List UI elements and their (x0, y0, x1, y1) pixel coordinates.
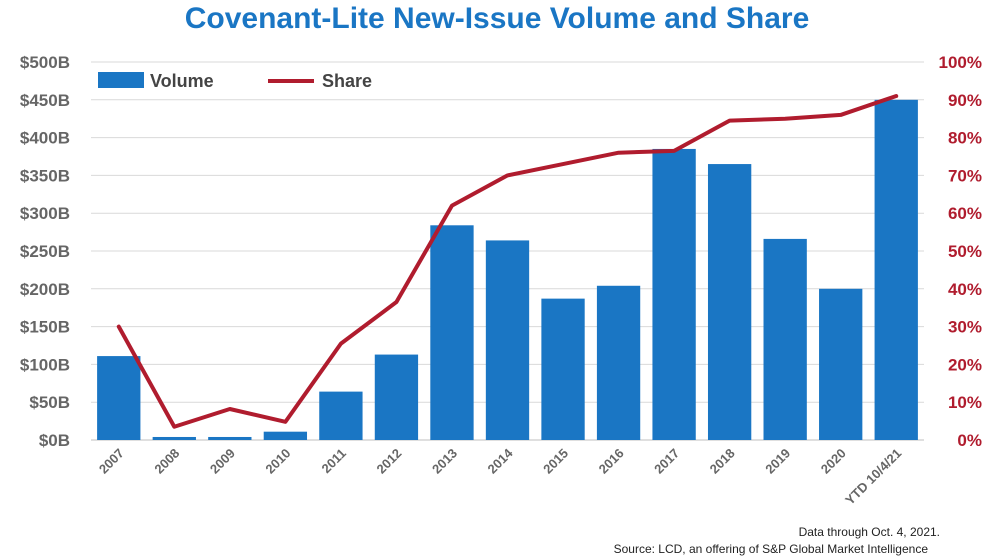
volume-bar (763, 238, 807, 440)
volume-bar (152, 436, 196, 440)
x-axis-ticks: 2007 2008 2009 2010 2011 2012 2013 2014 2015 2016… (96, 445, 905, 508)
y-left-tick-label: $150B (20, 318, 70, 337)
y-left-tick-label: $0B (39, 431, 70, 450)
legend-label-volume: Volume (150, 71, 214, 91)
volume-bar (652, 148, 696, 440)
legend-label-share: Share (322, 71, 372, 91)
x-tick-label: 2020 (818, 446, 849, 477)
y-left-tick-label: $300B (20, 204, 70, 223)
volume-bar (485, 240, 530, 440)
volume-bar (319, 391, 363, 440)
y-right-tick-label: 0% (957, 431, 982, 450)
volume-bars (97, 99, 918, 441)
volume-bar (596, 285, 641, 440)
y-left-tick-label: $450B (20, 91, 70, 110)
y-left-tick-label: $250B (20, 242, 70, 261)
x-tick-label: 2017 (651, 446, 682, 477)
chart-title: Covenant-Lite New-Issue Volume and Share (185, 2, 810, 35)
x-tick-label: 2010 (262, 446, 293, 477)
y-right-tick-label: 40% (948, 280, 982, 299)
legend-swatch-volume (98, 72, 144, 88)
volume-bar (707, 164, 752, 440)
y-left-tick-label: $50B (29, 393, 70, 412)
y-right-tick-label: 100% (939, 53, 982, 72)
y-left-tick-label: $100B (20, 355, 70, 374)
x-tick-label: 2016 (596, 446, 627, 477)
volume-bar (208, 436, 252, 440)
volume-bar (97, 356, 141, 440)
volume-bar (541, 298, 585, 440)
y-left-tick-label: $200B (20, 280, 70, 299)
x-tick-label: 2009 (207, 446, 238, 477)
x-tick-label: 2013 (429, 446, 460, 477)
y-right-tick-label: 30% (948, 318, 982, 337)
right-axis-ticks: 0% 10% 20% 30% 40% 50% 60% 70% 80% 90% 100% (939, 53, 982, 450)
x-tick-label: 2019 (762, 446, 793, 477)
y-right-tick-label: 80% (948, 129, 982, 148)
y-right-tick-label: 50% (948, 242, 982, 261)
y-left-tick-label: $350B (20, 166, 70, 185)
left-axis-ticks: $0B $50B $100B $150B $200B $250B $300B $350B $40… (20, 53, 70, 450)
x-tick-label: 2018 (707, 446, 738, 477)
share-line-group (116, 94, 899, 429)
x-tick-label: 2011 (318, 446, 349, 477)
y-left-tick-label: $500B (20, 53, 70, 72)
y-right-tick-label: 60% (948, 204, 982, 223)
y-right-tick-label: 10% (948, 393, 982, 412)
y-right-tick-label: 20% (948, 355, 982, 374)
y-right-tick-label: 90% (948, 91, 982, 110)
volume-bar (263, 431, 308, 440)
y-right-tick-label: 70% (948, 166, 982, 185)
x-tick-label: 2012 (373, 446, 404, 477)
footnote-source: Source: LCD, an offering of S&P Global M… (614, 542, 929, 556)
x-tick-label: 2014 (485, 445, 517, 477)
x-tick-label: 2007 (96, 446, 127, 477)
volume-bar (430, 225, 474, 440)
x-tick-label: YTD 10/4/21 (842, 446, 904, 508)
x-tick-label: 2008 (151, 446, 182, 477)
volume-bar (819, 288, 863, 440)
x-tick-label: 2015 (540, 446, 571, 477)
volume-bar (874, 99, 918, 441)
share-line (116, 94, 899, 429)
footnote-data-through: Data through Oct. 4, 2021. (799, 525, 940, 539)
volume-bar (374, 354, 419, 440)
legend: Volume Share (98, 71, 372, 91)
y-left-tick-label: $400B (20, 129, 70, 148)
